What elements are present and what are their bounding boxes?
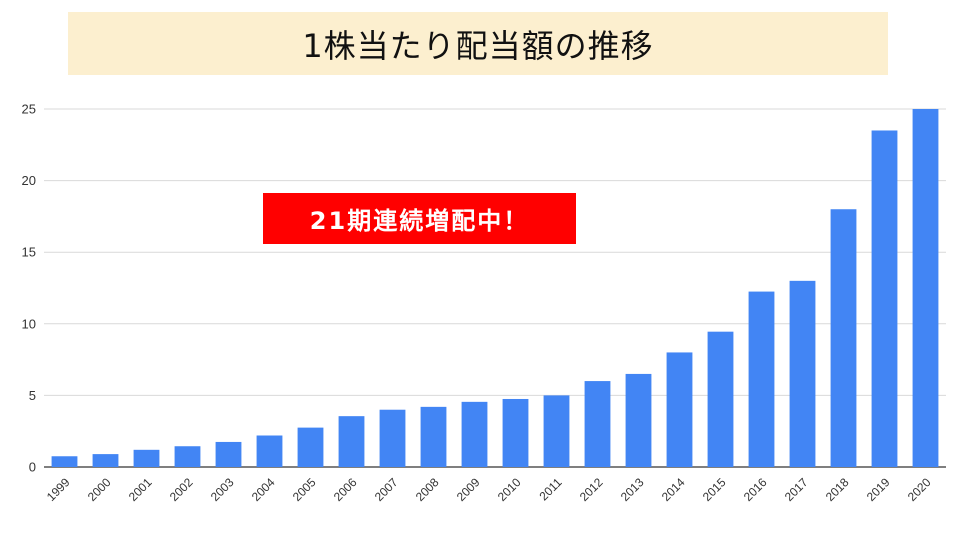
x-tick-label: 2012 xyxy=(577,475,606,504)
bar-2018 xyxy=(830,209,857,468)
bar-2003 xyxy=(215,441,242,467)
bar-2009 xyxy=(461,401,488,467)
y-tick-label: 0 xyxy=(29,460,36,475)
bar-2010 xyxy=(502,398,529,467)
x-tick-label: 2017 xyxy=(782,475,811,504)
x-tick-label: 2016 xyxy=(741,475,770,504)
x-tick-label: 2011 xyxy=(536,475,564,503)
x-tick-label: 2006 xyxy=(331,475,360,504)
bar-2001 xyxy=(133,449,160,467)
x-tick-label: 2004 xyxy=(249,475,278,504)
bar-2004 xyxy=(256,435,283,467)
chart-title: 1株当たり配当額の推移 xyxy=(302,26,654,65)
x-tick-label: 2002 xyxy=(167,475,196,504)
bar-2015 xyxy=(707,331,734,467)
x-axis-ticks: 1999 2000 2001 2002 2003 2004 2005 2006 2007 2008… xyxy=(44,475,934,504)
chart-title-box: 1株当たり配当額の推移 xyxy=(68,12,888,75)
consecutive-increase-badge: 21期連続増配中！ xyxy=(263,193,576,244)
x-tick-label: 2010 xyxy=(495,475,524,504)
bar-2008 xyxy=(420,406,447,467)
bar-2020 xyxy=(912,109,939,467)
x-tick-label: 2019 xyxy=(864,475,893,504)
bar-2005 xyxy=(297,427,324,467)
x-tick-label: 2020 xyxy=(905,475,934,504)
bar-2012 xyxy=(584,381,611,467)
y-tick-label: 20 xyxy=(22,173,36,188)
y-tick-label: 5 xyxy=(29,388,36,403)
x-tick-label: 1999 xyxy=(44,475,73,504)
x-tick-label: 2009 xyxy=(454,475,483,504)
bar-1999 xyxy=(51,456,78,467)
bar-2007 xyxy=(379,409,406,467)
x-tick-label: 2000 xyxy=(85,475,114,504)
x-tick-label: 2008 xyxy=(413,475,442,504)
bar-2006 xyxy=(338,416,365,467)
x-tick-label: 2001 xyxy=(126,475,155,504)
badge-text: 21期連続増配中！ xyxy=(309,207,530,235)
x-tick-label: 2007 xyxy=(372,475,401,504)
bar-2017 xyxy=(789,280,816,467)
y-axis-ticks: 0 5 10 15 20 25 xyxy=(22,102,36,475)
y-tick-label: 10 xyxy=(22,316,36,331)
bar-2016 xyxy=(748,291,775,467)
bar-2000 xyxy=(92,454,119,467)
y-tick-label: 15 xyxy=(22,245,36,260)
x-tick-label: 2015 xyxy=(700,475,729,504)
x-tick-label: 2013 xyxy=(618,475,647,504)
x-tick-label: 2014 xyxy=(659,475,688,504)
x-tick-label: 2018 xyxy=(823,475,852,504)
x-tick-label: 2003 xyxy=(208,475,237,504)
bar-2014 xyxy=(666,352,693,467)
bar-2019 xyxy=(871,130,898,468)
y-tick-label: 25 xyxy=(22,102,36,117)
bar-2011 xyxy=(543,395,570,467)
bars xyxy=(51,109,939,468)
bar-2013 xyxy=(625,373,652,467)
bar-2002 xyxy=(174,446,201,467)
x-tick-label: 2005 xyxy=(290,475,319,504)
